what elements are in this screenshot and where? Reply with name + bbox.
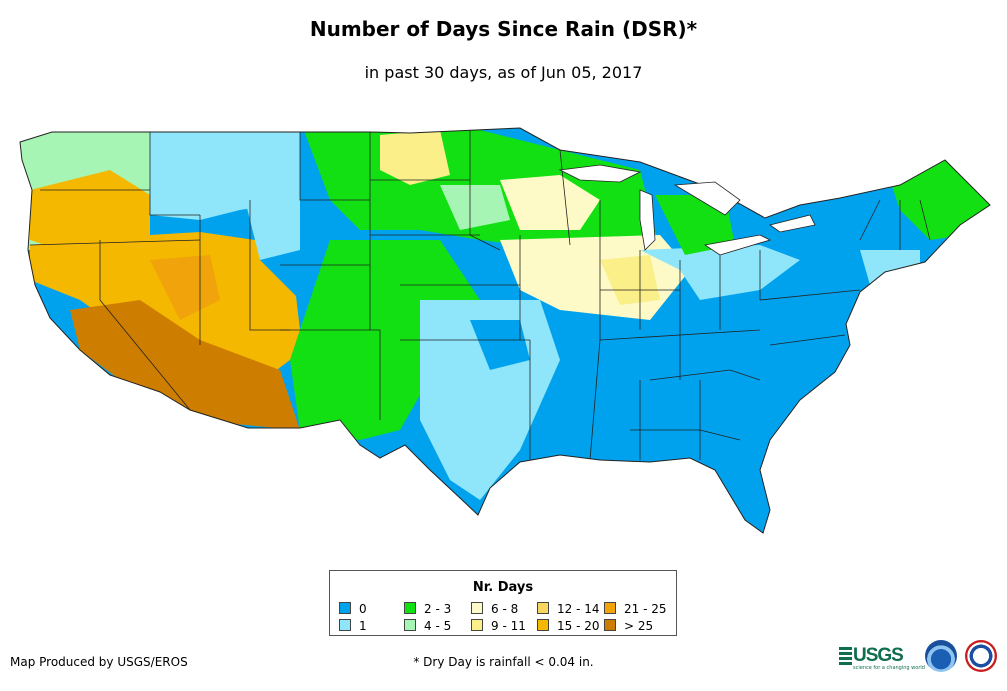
legend-swatch bbox=[537, 619, 549, 631]
legend-swatch bbox=[471, 619, 483, 631]
legend-swatch bbox=[604, 602, 616, 614]
legend-swatch bbox=[404, 619, 416, 631]
legend-swatch bbox=[604, 619, 616, 631]
legend-item-15-20: 15 - 20 bbox=[537, 619, 600, 633]
us-outline bbox=[19, 127, 991, 534]
legend-item-4-5: 4 - 5 bbox=[404, 619, 451, 633]
usgs-logo: USGS science for a changing world bbox=[839, 645, 925, 671]
legend-swatch bbox=[471, 602, 483, 614]
nws-logo bbox=[965, 640, 997, 672]
legend-title: Nr. Days bbox=[472, 580, 534, 595]
legend-item-over-25: > 25 bbox=[604, 619, 653, 633]
usgs-waves-icon bbox=[839, 647, 852, 665]
agency-logos: USGS science for a changing world bbox=[839, 637, 1001, 677]
legend-item-21-25: 21 - 25 bbox=[604, 602, 667, 616]
legend-item-9-11: 9 - 11 bbox=[471, 619, 526, 633]
legend-swatch bbox=[339, 602, 351, 614]
legend-item-12-14: 12 - 14 bbox=[537, 602, 600, 616]
map-title: Number of Days Since Rain (DSR)* bbox=[309, 17, 698, 41]
legend-item-6-8: 6 - 8 bbox=[471, 602, 518, 616]
dsr-regions bbox=[20, 128, 990, 533]
credit-text: Map Produced by USGS/EROS bbox=[10, 655, 188, 669]
legend-item-2-3: 2 - 3 bbox=[404, 602, 451, 616]
legend-item-0: 0 bbox=[339, 602, 367, 616]
great-lakes bbox=[558, 164, 816, 256]
us-dsr-map bbox=[19, 127, 991, 534]
state-boundaries bbox=[29, 128, 931, 461]
legend-swatch bbox=[537, 602, 549, 614]
noaa-logo bbox=[925, 640, 957, 672]
legend-swatch bbox=[339, 619, 351, 631]
legend: Nr. Days 0 1 2 - 3 4 - 5 6 - 8 9 - 11 12… bbox=[329, 570, 677, 636]
legend-swatch bbox=[404, 602, 416, 614]
dry-day-note: * Dry Day is rainfall < 0.04 in. bbox=[413, 655, 594, 669]
legend-item-1: 1 bbox=[339, 619, 367, 633]
map-subtitle: in past 30 days, as of Jun 05, 2017 bbox=[364, 63, 643, 82]
